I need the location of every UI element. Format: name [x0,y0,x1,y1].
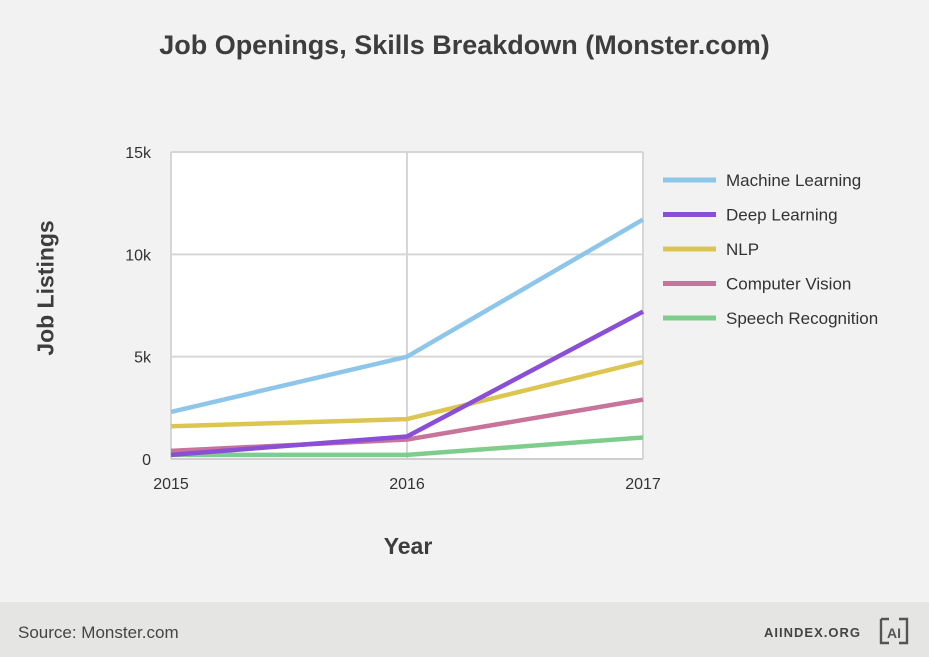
legend-label: NLP [726,240,759,259]
series-line [171,435,644,458]
gridlines [170,151,644,460]
legend: Machine Learning Deep Learning NLP Computer… [663,171,878,328]
legend-label: Deep Learning [726,206,838,225]
series-lines [170,217,645,458]
brand-text[interactable]: AIINDEX.ORG [764,625,861,640]
legend-label: Computer Vision [726,275,851,294]
legend-label: Machine Learning [726,171,861,190]
footer: Source: Monster.com AIINDEX.ORG AI [0,602,929,657]
x-tick-label: 2017 [625,476,661,493]
series-line [170,359,644,429]
chart: 0 5k 10k 15k 2015 2016 2017 Machine Learning De… [125,145,878,493]
x-tick-label: 2016 [389,476,425,493]
y-tick-label: 0 [142,452,151,469]
chart-title: Job Openings, Skills Breakdown (Monster.… [159,30,770,60]
source-text: Source: Monster.com [18,623,179,642]
x-axis-label: Year [383,533,433,559]
x-tick-label: 2015 [153,476,189,493]
y-tick-label: 10k [125,247,152,264]
series-line [170,309,645,458]
series-line [170,217,645,415]
y-tick-label: 5k [134,350,152,367]
ai-index-logo-icon[interactable]: AI [879,617,909,645]
legend-label: Speech Recognition [726,309,878,328]
logo-text: AI [887,625,901,641]
axis-ticks: 0 5k 10k 15k 2015 2016 2017 [125,145,661,493]
y-tick-label: 15k [125,145,152,162]
